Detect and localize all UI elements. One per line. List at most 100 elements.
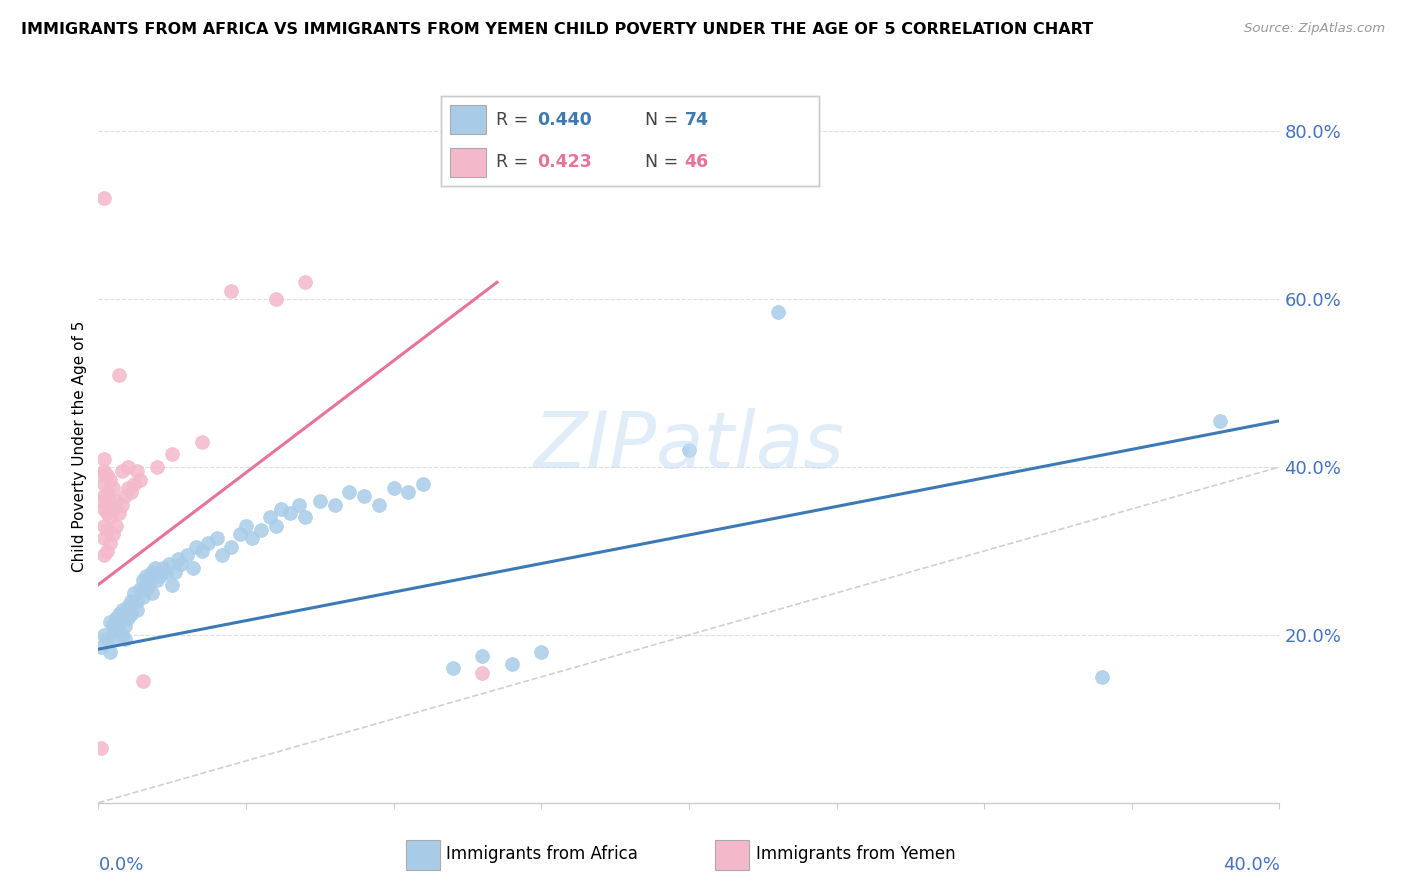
Point (93, 502, 115, 516)
Y-axis label: Child Poverty Under the Age of 5: Child Poverty Under the Age of 5 (72, 320, 87, 572)
Point (96, 506, 118, 520)
Point (146, 574, 169, 588)
Point (111, 603, 134, 617)
Text: IMMIGRANTS FROM AFRICA VS IMMIGRANTS FROM YEMEN CHILD POVERTY UNDER THE AGE OF 5: IMMIGRANTS FROM AFRICA VS IMMIGRANTS FRO… (21, 22, 1094, 37)
Point (96, 468, 118, 483)
Point (135, 569, 157, 583)
Point (211, 548, 233, 562)
Point (96, 544, 118, 558)
Point (167, 552, 190, 566)
Point (117, 460, 139, 475)
Point (93, 548, 115, 562)
Point (108, 506, 131, 520)
Point (176, 548, 198, 562)
Point (191, 544, 214, 558)
Point (105, 518, 128, 533)
Point (309, 493, 332, 508)
Point (117, 599, 139, 613)
Point (259, 510, 281, 524)
Point (125, 464, 148, 478)
Point (155, 565, 177, 579)
Point (530, 645, 553, 659)
Point (125, 603, 148, 617)
Point (766, 304, 789, 318)
Point (1209, 414, 1232, 428)
Point (441, 661, 464, 675)
Point (191, 434, 214, 449)
Point (141, 565, 163, 579)
Point (294, 275, 316, 289)
Point (122, 586, 145, 600)
Point (132, 574, 155, 588)
Point (111, 464, 134, 478)
Point (122, 476, 145, 491)
Point (114, 489, 136, 503)
Point (240, 532, 263, 546)
Point (120, 485, 142, 500)
Point (108, 607, 131, 621)
Text: 40.0%: 40.0% (1223, 856, 1279, 874)
Point (471, 648, 494, 663)
Point (90, 493, 112, 508)
Point (162, 577, 183, 591)
Point (141, 586, 163, 600)
Point (105, 493, 128, 508)
Point (339, 485, 360, 500)
Point (98, 510, 121, 524)
FancyBboxPatch shape (406, 840, 440, 870)
Point (93, 464, 115, 478)
Point (128, 473, 150, 487)
Point (98, 535, 121, 549)
Point (138, 577, 160, 591)
Point (132, 674, 155, 689)
Point (471, 665, 494, 680)
Point (90, 741, 112, 756)
Point (117, 611, 139, 625)
Point (264, 292, 287, 306)
Point (103, 481, 125, 495)
Point (219, 284, 242, 298)
Point (114, 632, 136, 646)
Point (353, 489, 375, 503)
Point (128, 582, 150, 596)
Point (98, 473, 121, 487)
Point (278, 506, 302, 520)
Point (117, 481, 139, 495)
Point (98, 493, 121, 508)
Point (396, 485, 419, 500)
Point (219, 540, 242, 554)
Point (93, 489, 115, 503)
Point (135, 582, 157, 596)
Point (143, 560, 166, 574)
Point (120, 594, 142, 608)
Point (96, 632, 118, 646)
Point (120, 607, 142, 621)
Point (98, 645, 121, 659)
Point (93, 451, 115, 466)
Point (103, 632, 125, 646)
Point (111, 498, 134, 512)
Point (165, 565, 187, 579)
Point (181, 560, 204, 574)
Point (98, 615, 121, 630)
Point (96, 485, 118, 500)
Point (170, 557, 193, 571)
Point (146, 460, 169, 475)
Point (412, 476, 434, 491)
Point (264, 518, 287, 533)
Text: Immigrants from Africa: Immigrants from Africa (446, 845, 638, 863)
Point (103, 619, 125, 633)
Text: Immigrants from Yemen: Immigrants from Yemen (755, 845, 955, 863)
Point (90, 640, 112, 655)
Text: Source: ZipAtlas.com: Source: ZipAtlas.com (1244, 22, 1385, 36)
Point (368, 498, 391, 512)
Point (125, 594, 148, 608)
Point (288, 498, 311, 512)
Point (678, 443, 700, 458)
Point (270, 502, 292, 516)
Point (235, 518, 257, 533)
Point (96, 523, 118, 537)
Point (132, 590, 155, 604)
Point (93, 191, 115, 205)
Point (1091, 670, 1114, 684)
